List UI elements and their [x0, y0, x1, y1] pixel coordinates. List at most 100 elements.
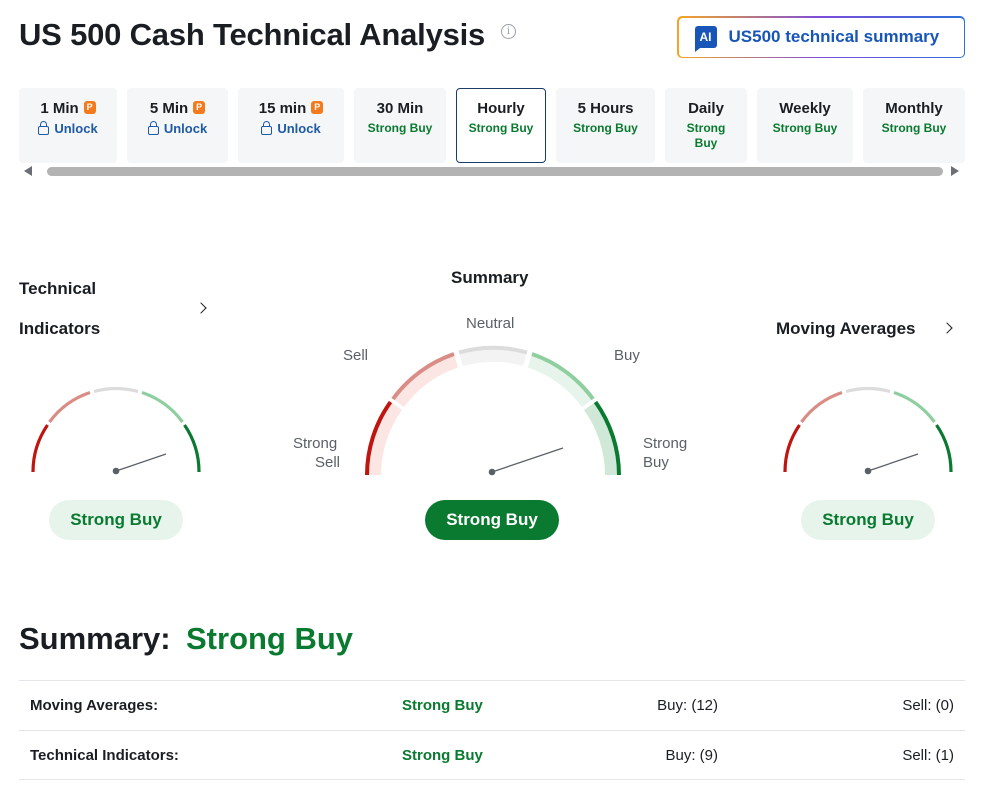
summary-gauge	[365, 345, 621, 476]
tab-monthly[interactable]: Monthly Strong Buy	[863, 88, 965, 163]
gauge-neutral-arc	[458, 345, 528, 355]
table-row: Technical Indicators: Strong Buy Buy: (9…	[19, 730, 965, 780]
gauge-pivot	[864, 467, 872, 475]
lock-icon	[38, 121, 50, 135]
gauge-buy-arc	[893, 390, 936, 423]
tab-daily[interactable]: Daily Strong Buy	[665, 88, 747, 163]
gauge-neutral-arc	[845, 386, 891, 394]
tab-label: Monthly	[885, 100, 943, 117]
pro-icon: P	[83, 101, 96, 114]
ai-technical-summary-button[interactable]: AI US500 technical summary	[677, 16, 965, 58]
tab-label: 15 min	[258, 100, 307, 117]
timeframe-tabs: 1 Min P Unlock 5 Min P Unlock 15 min P Unlo…	[19, 88, 965, 163]
tab-15-min[interactable]: 15 min P Unlock	[238, 88, 344, 163]
tab-value: Unlock	[163, 121, 208, 136]
chevron-right-icon[interactable]	[195, 302, 207, 314]
tab-value: Strong Buy	[367, 121, 433, 135]
tab-value: Strong Buy	[468, 121, 534, 135]
tab-value: Strong Buy	[686, 121, 726, 150]
tab-label: Daily	[688, 100, 724, 117]
summary-gauge-title: Summary	[451, 268, 529, 287]
gauge-strong-buy-band	[584, 402, 619, 475]
moving-averages-title[interactable]: Moving Averages	[776, 319, 916, 338]
pro-icon: P	[311, 101, 324, 114]
gauge-buy-band	[528, 354, 593, 407]
unlock-link[interactable]: Unlock	[238, 121, 344, 136]
technical-indicators-gauge	[31, 386, 201, 475]
tab-value: Strong Buy	[573, 121, 638, 135]
gauge-label-sell: Sell	[343, 347, 369, 364]
row-label: Moving Averages:	[30, 697, 159, 714]
summary-gauge-result: Strong Buy	[425, 500, 559, 540]
gauge-strong-sell-arc	[31, 424, 49, 473]
lock-icon	[147, 121, 159, 135]
pro-icon: P	[193, 101, 206, 114]
gauge-neutral-band	[459, 347, 527, 366]
ai-button-label: US500 technical summary	[728, 27, 940, 46]
summary-heading: Summary:	[19, 621, 171, 656]
gauge-label-buy: Buy	[614, 347, 640, 364]
gauge-strong-buy-arc	[593, 400, 621, 476]
gauge-sell-arc	[48, 390, 91, 423]
gauge-label-strong-buy-line2: Buy	[643, 454, 669, 471]
tab-value: Unlock	[277, 121, 321, 136]
page-title: US 500 Cash Technical Analysis	[19, 17, 486, 52]
tab-value: Unlock	[54, 121, 98, 136]
tab-30-min[interactable]: 30 Min Strong Buy	[354, 88, 446, 163]
gauge-strong-buy-arc	[183, 424, 201, 473]
tab-hourly[interactable]: Hourly Strong Buy	[456, 88, 546, 163]
row-sell-count: Sell: (0)	[902, 697, 954, 714]
gauge-needle	[115, 453, 167, 472]
row-sell-count: Sell: (1)	[902, 747, 954, 764]
gauge-sell-band	[393, 354, 458, 407]
gauge-label-neutral: Neutral	[466, 315, 515, 332]
gauge-label-strong-sell: Strong	[293, 435, 338, 452]
summary-heading-value: Strong Buy	[186, 621, 354, 656]
technical-indicators-title-line2[interactable]: Indicators	[19, 319, 101, 338]
gauge-label-strong-sell-line2: Sell	[315, 454, 341, 471]
tab-value: Strong Buy	[881, 121, 947, 135]
tab-1-min[interactable]: 1 Min P Unlock	[19, 88, 117, 163]
gauge-label-strong-buy: Strong	[643, 435, 688, 452]
tabs-scrollbar[interactable]	[47, 167, 943, 176]
tab-label: Hourly	[477, 100, 525, 117]
gauge-needle	[867, 453, 919, 472]
gauge-strong-sell-band	[367, 402, 402, 475]
gauge-pivot	[488, 468, 496, 476]
gauge-strong-sell-arc	[365, 400, 393, 476]
chevron-right-icon[interactable]	[941, 322, 953, 334]
table-row: Moving Averages: Strong Buy Buy: (12) Se…	[19, 680, 965, 730]
tab-label: 5 Min	[149, 100, 189, 117]
tab-weekly[interactable]: Weekly Strong Buy	[757, 88, 853, 163]
gauge-sell-arc	[391, 352, 455, 401]
scroll-left-arrow-icon[interactable]	[24, 166, 32, 176]
tab-label: 30 Min	[376, 100, 424, 117]
tab-label: 1 Min	[40, 100, 79, 117]
lock-icon	[261, 121, 273, 135]
gauge-buy-arc	[141, 390, 184, 423]
gauge-sell-arc	[800, 390, 843, 423]
ai-chat-icon: AI	[694, 26, 717, 52]
tab-label: 5 Hours	[577, 100, 634, 117]
row-label: Technical Indicators:	[30, 747, 179, 764]
gauge-strong-buy-arc	[935, 424, 953, 473]
row-value: Strong Buy	[402, 747, 483, 764]
gauge-strong-sell-arc	[783, 424, 801, 473]
moving-averages-result: Strong Buy	[801, 500, 935, 540]
tab-5-hours[interactable]: 5 Hours Strong Buy	[556, 88, 655, 163]
gauge-buy-arc	[531, 352, 595, 401]
scroll-right-arrow-icon[interactable]	[951, 166, 959, 176]
gauge-needle	[491, 447, 564, 473]
unlock-link[interactable]: Unlock	[19, 121, 117, 136]
moving-averages-gauge	[783, 386, 953, 475]
row-value: Strong Buy	[402, 697, 483, 714]
info-icon[interactable]: i	[501, 24, 516, 39]
technical-indicators-result: Strong Buy	[49, 500, 183, 540]
technical-indicators-title[interactable]: Technical	[19, 279, 97, 298]
tab-5-min[interactable]: 5 Min P Unlock	[127, 88, 228, 163]
unlock-link[interactable]: Unlock	[127, 121, 228, 136]
row-buy-count: Buy: (9)	[665, 747, 718, 764]
row-buy-count: Buy: (12)	[657, 697, 718, 714]
tab-label: Weekly	[779, 100, 831, 117]
gauge-pivot	[112, 467, 120, 475]
